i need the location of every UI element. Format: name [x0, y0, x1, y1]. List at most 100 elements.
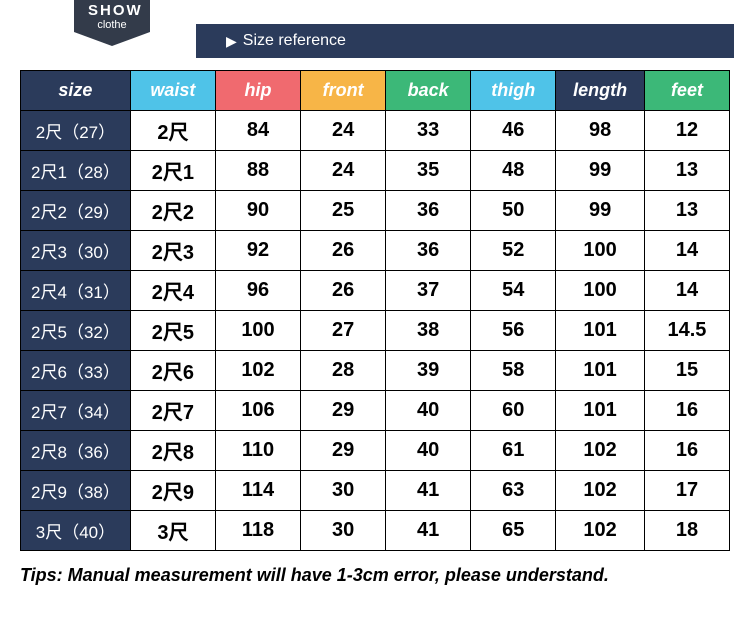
- table-row: 2尺8（36）2尺811029406110216: [21, 431, 730, 471]
- col-header-front: front: [301, 71, 386, 111]
- cell-length: 100: [556, 271, 645, 311]
- cell-front: 28: [301, 351, 386, 391]
- cell-hip: 100: [215, 311, 300, 351]
- cell-thigh: 58: [471, 351, 556, 391]
- cell-front: 30: [301, 511, 386, 551]
- cell-thigh: 48: [471, 151, 556, 191]
- table-row: 3尺（40）3尺11830416510218: [21, 511, 730, 551]
- header-bar: SHOW clothe ▶ Size reference: [0, 0, 750, 54]
- cell-thigh: 46: [471, 111, 556, 151]
- cell-hip: 96: [215, 271, 300, 311]
- cell-back: 37: [386, 271, 471, 311]
- cell-feet: 14: [644, 231, 729, 271]
- section-title-strip: ▶ Size reference: [196, 24, 734, 58]
- cell-length: 101: [556, 351, 645, 391]
- cell-size: 2尺1（28）: [21, 151, 131, 191]
- cell-front: 26: [301, 231, 386, 271]
- cell-size: 2尺2（29）: [21, 191, 131, 231]
- cell-length: 101: [556, 391, 645, 431]
- cell-back: 41: [386, 511, 471, 551]
- cell-front: 25: [301, 191, 386, 231]
- cell-back: 36: [386, 231, 471, 271]
- cell-front: 29: [301, 391, 386, 431]
- cell-thigh: 60: [471, 391, 556, 431]
- cell-length: 99: [556, 191, 645, 231]
- brand-badge: SHOW clothe: [74, 0, 150, 46]
- cell-thigh: 61: [471, 431, 556, 471]
- cell-size: 2尺7（34）: [21, 391, 131, 431]
- tips-text: Tips: Manual measurement will have 1-3cm…: [0, 559, 750, 586]
- col-header-feet: feet: [644, 71, 729, 111]
- cell-front: 27: [301, 311, 386, 351]
- table-row: 2尺7（34）2尺710629406010116: [21, 391, 730, 431]
- cell-hip: 84: [215, 111, 300, 151]
- brand-badge-tail: [74, 32, 150, 46]
- cell-feet: 16: [644, 391, 729, 431]
- cell-hip: 106: [215, 391, 300, 431]
- cell-size: 2尺6（33）: [21, 351, 131, 391]
- cell-back: 33: [386, 111, 471, 151]
- cell-waist: 2尺4: [130, 271, 215, 311]
- table-row: 2尺2（29）2尺2902536509913: [21, 191, 730, 231]
- cell-size: 3尺（40）: [21, 511, 131, 551]
- table-row: 2尺4（31）2尺49626375410014: [21, 271, 730, 311]
- cell-hip: 114: [215, 471, 300, 511]
- section-title: Size reference: [243, 32, 346, 50]
- cell-thigh: 65: [471, 511, 556, 551]
- cell-front: 26: [301, 271, 386, 311]
- col-header-size: size: [21, 71, 131, 111]
- cell-length: 102: [556, 511, 645, 551]
- cell-waist: 2尺1: [130, 151, 215, 191]
- cell-front: 30: [301, 471, 386, 511]
- cell-size: 2尺（27）: [21, 111, 131, 151]
- col-header-hip: hip: [215, 71, 300, 111]
- size-table: sizewaisthipfrontbackthighlengthfeet 2尺（…: [20, 70, 730, 551]
- cell-front: 29: [301, 431, 386, 471]
- cell-front: 24: [301, 151, 386, 191]
- table-row: 2尺3（30）2尺39226365210014: [21, 231, 730, 271]
- brand-subtitle: clothe: [74, 19, 150, 31]
- cell-back: 39: [386, 351, 471, 391]
- cell-thigh: 54: [471, 271, 556, 311]
- cell-length: 100: [556, 231, 645, 271]
- table-body: 2尺（27）2尺8424334698122尺1（28）2尺18824354899…: [21, 111, 730, 551]
- cell-waist: 2尺: [130, 111, 215, 151]
- cell-waist: 2尺9: [130, 471, 215, 511]
- table-row: 2尺（27）2尺842433469812: [21, 111, 730, 151]
- cell-hip: 90: [215, 191, 300, 231]
- cell-hip: 118: [215, 511, 300, 551]
- cell-feet: 13: [644, 151, 729, 191]
- cell-size: 2尺8（36）: [21, 431, 131, 471]
- cell-size: 2尺4（31）: [21, 271, 131, 311]
- col-header-thigh: thigh: [471, 71, 556, 111]
- cell-feet: 14: [644, 271, 729, 311]
- table-row: 2尺1（28）2尺1882435489913: [21, 151, 730, 191]
- size-table-container: sizewaisthipfrontbackthighlengthfeet 2尺（…: [0, 54, 750, 559]
- cell-waist: 2尺6: [130, 351, 215, 391]
- cell-feet: 12: [644, 111, 729, 151]
- cell-feet: 15: [644, 351, 729, 391]
- table-row: 2尺6（33）2尺610228395810115: [21, 351, 730, 391]
- cell-size: 2尺3（30）: [21, 231, 131, 271]
- cell-back: 35: [386, 151, 471, 191]
- brand-title: SHOW: [74, 0, 150, 21]
- cell-waist: 2尺3: [130, 231, 215, 271]
- cell-length: 99: [556, 151, 645, 191]
- cell-waist: 3尺: [130, 511, 215, 551]
- cell-waist: 2尺2: [130, 191, 215, 231]
- cell-back: 40: [386, 431, 471, 471]
- col-header-length: length: [556, 71, 645, 111]
- cell-thigh: 56: [471, 311, 556, 351]
- cell-back: 36: [386, 191, 471, 231]
- cell-back: 41: [386, 471, 471, 511]
- cell-front: 24: [301, 111, 386, 151]
- col-header-back: back: [386, 71, 471, 111]
- cell-back: 38: [386, 311, 471, 351]
- cell-hip: 92: [215, 231, 300, 271]
- cell-length: 101: [556, 311, 645, 351]
- cell-feet: 17: [644, 471, 729, 511]
- col-header-waist: waist: [130, 71, 215, 111]
- cell-thigh: 63: [471, 471, 556, 511]
- cell-size: 2尺5（32）: [21, 311, 131, 351]
- cell-feet: 13: [644, 191, 729, 231]
